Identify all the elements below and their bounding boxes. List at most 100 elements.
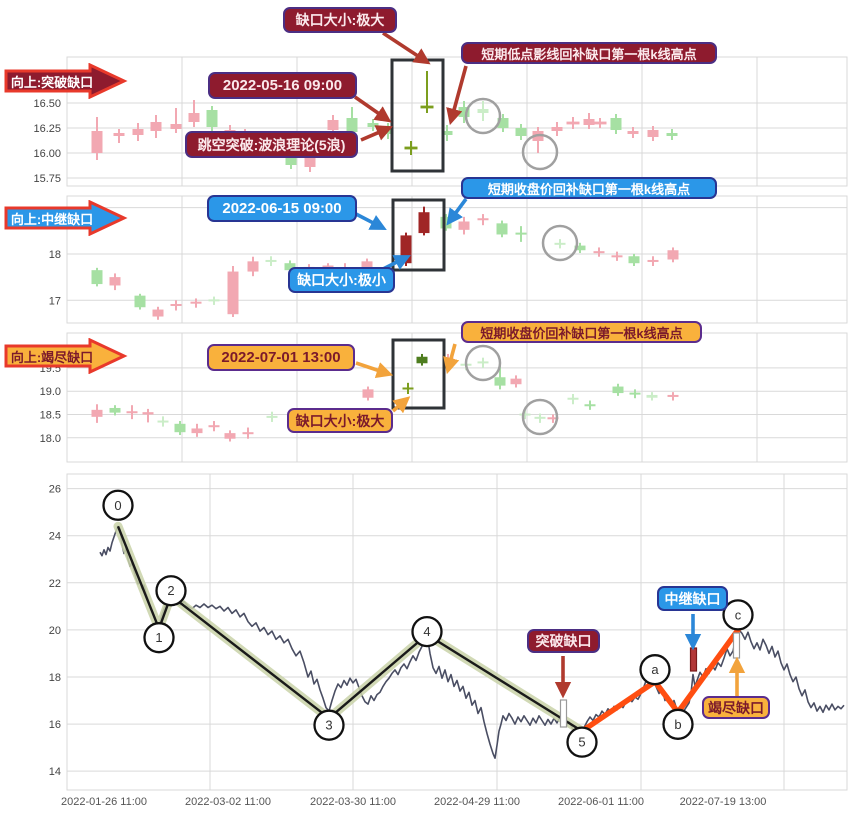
candle-body <box>477 109 489 113</box>
badge-breakout-gap-p4: 突破缺口 <box>527 629 600 653</box>
candle-body <box>284 263 296 271</box>
impulse-wave-line <box>116 525 583 733</box>
banner-runaway-label: 向上:中继缺口 <box>10 211 94 227</box>
annotation-arrow <box>382 31 431 65</box>
annotation-arrow <box>353 95 392 123</box>
wave-circle <box>102 489 134 521</box>
candle-body <box>157 420 169 423</box>
candle-body <box>224 433 236 439</box>
wave-circle <box>411 615 443 648</box>
banner-arrow-shape <box>4 338 128 374</box>
gap-highlight-box <box>391 198 446 272</box>
y-tick-label: 16.50 <box>33 98 61 110</box>
candle-body <box>667 250 679 260</box>
candle-body <box>554 242 566 245</box>
wave-markers: 0 1 2 3 4 5 a b c <box>102 489 754 758</box>
y-tick-label: 18 <box>49 249 61 261</box>
candle-body <box>132 129 144 135</box>
annotation-arrow <box>443 343 460 375</box>
badge-highpoint-p2: 短期收盘价回补缺口第一根k线高点 <box>461 177 717 199</box>
candle-doji <box>593 121 607 125</box>
x-tick-label: 2022-03-02 11:00 <box>185 796 271 808</box>
candle-body <box>667 394 679 397</box>
banner-exhaustion-gap: 向上:竭尽缺口 <box>4 338 128 374</box>
y-tick-label: 17 <box>49 295 61 307</box>
candle-body <box>629 392 641 395</box>
candle-body <box>327 120 339 130</box>
fill-back-circle <box>464 97 502 135</box>
candle-body <box>91 131 103 153</box>
wave-label: 4 <box>423 624 430 639</box>
y-tick-label: 15.75 <box>33 173 61 185</box>
candle-body <box>496 223 508 235</box>
y-tick-label: 26 <box>49 484 61 496</box>
candle-body <box>191 428 203 434</box>
candle-body <box>113 133 125 136</box>
wave-label: b <box>674 717 681 732</box>
candle-body <box>150 122 162 131</box>
annotation-arrows <box>554 614 746 699</box>
candle-body <box>266 415 278 418</box>
y-tick-label: 19.0 <box>40 386 61 398</box>
wave-label: c <box>735 607 742 622</box>
banner-exhaustion-label: 向上:竭尽缺口 <box>10 349 94 365</box>
candle-body <box>304 155 316 167</box>
annotation-arrow <box>360 125 393 142</box>
annotation-arrows <box>355 343 460 414</box>
badge-gap-size-huge-p3: 缺口大小:极大 <box>287 408 393 433</box>
badge-date-p1: 2022-05-16 09:00 <box>208 72 357 99</box>
candle-body <box>519 413 531 416</box>
candle-body <box>534 416 546 419</box>
candle-body <box>418 212 430 234</box>
candle-body <box>647 259 659 262</box>
y-tick-label: 18.5 <box>40 409 61 421</box>
gap-marker <box>559 699 568 728</box>
wave-label: a <box>651 662 659 677</box>
candle-body <box>583 119 595 125</box>
y-tick-label: 14 <box>49 766 61 778</box>
candle-body <box>188 113 200 122</box>
badge-gap-size-tiny-p2: 缺口大小:极小 <box>288 267 395 293</box>
gap-highlight-box <box>391 338 446 410</box>
candle-body <box>170 303 182 306</box>
candle-body <box>206 110 218 127</box>
wave-circle <box>722 599 754 631</box>
y-tick-label: 18 <box>49 672 61 684</box>
gap-marker <box>689 647 698 672</box>
candle-body <box>627 131 639 134</box>
candle-body <box>247 261 259 272</box>
candle-body <box>174 423 186 433</box>
candle-body <box>593 251 605 254</box>
candle-body <box>458 107 470 117</box>
banner-runaway-gap: 向上:中继缺口 <box>4 200 128 236</box>
annotation-arrow <box>446 65 468 126</box>
candle-body <box>285 153 297 165</box>
annotation-arrow <box>391 396 411 414</box>
candle-body <box>91 270 103 285</box>
x-tick-label: 2022-07-19 13:00 <box>680 796 767 808</box>
banner-arrow-shape <box>4 63 128 99</box>
candle-body <box>497 118 509 128</box>
candle-body <box>208 425 220 428</box>
wave-circle <box>662 708 694 740</box>
candle-body <box>402 387 414 390</box>
gap-marker <box>732 632 741 659</box>
banner-arrow-shape <box>4 200 128 236</box>
candles <box>91 353 679 442</box>
candle-body <box>477 361 489 364</box>
candle-body <box>242 432 254 435</box>
candles <box>91 71 678 172</box>
candle-body <box>515 232 527 235</box>
x-tick-label: 2022-06-01 11:00 <box>558 796 644 808</box>
candle-body <box>109 277 121 286</box>
wave-label: 2 <box>167 583 174 598</box>
y-tick-label: 20 <box>49 625 61 637</box>
annotation-arrows <box>353 31 468 142</box>
candle-doji <box>404 146 418 150</box>
badge-highpoint-p3: 短期收盘价回补缺口第一根k线高点 <box>461 321 702 343</box>
banner-breakaway-label: 向上:突破缺口 <box>10 74 94 90</box>
annotation-arrow <box>355 361 394 378</box>
gap-highlight-box <box>390 58 445 173</box>
y-tick-label: 16 <box>49 719 61 731</box>
